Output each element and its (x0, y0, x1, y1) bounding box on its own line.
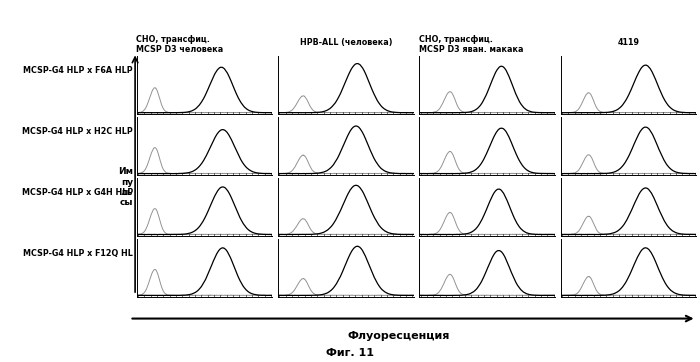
Text: Фиг. 11: Фиг. 11 (326, 348, 374, 358)
Text: MCSP-G4 HLP x G4H HLP: MCSP-G4 HLP x G4H HLP (22, 188, 133, 197)
Text: 4119: 4119 (617, 38, 640, 47)
Text: Флуоресценция: Флуоресценция (348, 331, 450, 341)
Text: Им
пу
ль
сы: Им пу ль сы (118, 167, 133, 207)
Text: HPB-ALL (человека): HPB-ALL (человека) (300, 38, 392, 47)
Text: MCSP-G4 HLP x F12Q HL: MCSP-G4 HLP x F12Q HL (23, 249, 133, 258)
Text: MCSP-G4 HLP x F6A HLP: MCSP-G4 HLP x F6A HLP (23, 66, 133, 75)
Text: CHO, трансфиц.
MCSP D3 человека: CHO, трансфиц. MCSP D3 человека (136, 35, 224, 54)
Text: MCSP-G4 HLP x H2C HLP: MCSP-G4 HLP x H2C HLP (22, 127, 133, 136)
Text: CHO, трансфиц.
MCSP D3 яван. макака: CHO, трансфиц. MCSP D3 яван. макака (419, 35, 524, 54)
